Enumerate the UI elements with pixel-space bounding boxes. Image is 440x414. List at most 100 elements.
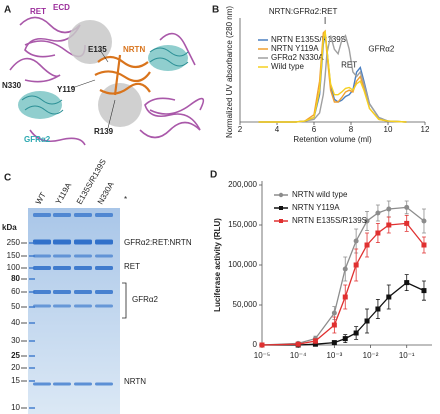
series-line: [261, 206, 425, 346]
panel-label: D: [210, 170, 217, 181]
ladder-label: 25: [11, 351, 20, 360]
ladder-band: [29, 291, 35, 293]
ret-label: RET: [30, 7, 46, 16]
gel-band: [33, 239, 51, 245]
x-tick-label: 10⁻³: [326, 351, 342, 360]
data-point: [342, 294, 348, 300]
gel-band: [74, 213, 92, 217]
data-point: [364, 218, 370, 224]
ladder-band: [29, 407, 35, 409]
gel-band: [74, 382, 92, 386]
x-tick-label: 10: [384, 125, 393, 134]
gel-bands: [29, 213, 113, 409]
y-tick-label: 100,000: [228, 260, 257, 269]
residue-label: E135: [88, 45, 107, 54]
gel-band: [74, 239, 92, 245]
legend-label: GFRα2 N330A: [271, 53, 324, 62]
data-point: [404, 220, 410, 226]
gel-annotation: RET: [124, 262, 140, 271]
gel-band: [53, 239, 71, 245]
legend-label: NRTN E135S/R139S: [292, 216, 367, 225]
gel-annotation: GFRα2: [132, 295, 159, 304]
residue-label: Y119: [57, 85, 76, 94]
ladder-label: 100: [7, 263, 21, 272]
data-point: [421, 242, 427, 248]
ret-superscript: ECD: [53, 3, 70, 12]
lane-label: Y119A: [54, 181, 74, 206]
kda-label: kDa: [2, 223, 17, 232]
ladder-label: 40: [11, 318, 20, 327]
ladder-label: 15: [11, 376, 20, 385]
data-point: [331, 322, 337, 328]
data-point: [421, 288, 427, 294]
gel-band: [95, 254, 113, 258]
data-point: [331, 310, 337, 316]
data-point: [342, 336, 348, 342]
nrtn-label: NRTN: [123, 45, 145, 54]
data-point: [342, 266, 348, 272]
gel-band: [53, 290, 71, 294]
legend-marker: [279, 219, 283, 223]
gel-band: [33, 213, 51, 217]
lane-label: N330A: [96, 180, 116, 206]
gel-band: [74, 254, 92, 258]
annotation: GFRα2: [368, 44, 395, 53]
data-point: [421, 218, 427, 224]
ladder-band: [29, 367, 35, 369]
y-axis-label: Luciferase activity (RLU): [213, 218, 222, 312]
gel-band: [33, 290, 51, 294]
ladder-label: 20: [11, 363, 20, 372]
data-point: [404, 204, 410, 210]
gel-band: [33, 266, 51, 270]
series-line: [261, 222, 425, 346]
x-tick-label: 6: [312, 125, 317, 134]
ladder-label: 250: [7, 238, 21, 247]
gel-band: [74, 266, 92, 270]
ladder-label: 50: [11, 302, 20, 311]
residue-label: N330: [2, 81, 22, 90]
panel-label: C: [4, 173, 11, 184]
data-point: [404, 280, 410, 286]
ladder-label: 150: [7, 251, 21, 260]
data-point: [312, 341, 318, 347]
ladder-label: 60: [11, 287, 20, 296]
ladder-band: [29, 380, 35, 382]
ladder-band: [29, 306, 35, 308]
ladder-band: [29, 255, 35, 257]
gfra2-label: GFRα2: [24, 135, 51, 144]
residue-label: R139: [94, 127, 114, 136]
lane-label: WT: [34, 191, 48, 206]
gel-band: [95, 304, 113, 308]
gel-annotation: NRTN: [124, 377, 146, 386]
x-tick-label: 12: [421, 125, 430, 134]
gel-band: [53, 266, 71, 270]
panel-label: B: [212, 5, 219, 16]
gel-band: [53, 382, 71, 386]
structure-cartoon: [9, 16, 205, 146]
legend-label: Wild type: [271, 62, 304, 71]
data-point: [353, 238, 359, 244]
panel-label: A: [4, 5, 11, 16]
y-axis-label: Normalized UV absorbance (280 nm): [225, 6, 234, 138]
ladder-label: 80: [11, 274, 20, 283]
gel-band: [74, 290, 92, 294]
gel-band: [95, 290, 113, 294]
ladder-band: [29, 322, 35, 324]
gel-band: [95, 213, 113, 217]
ladder-band: [29, 340, 35, 342]
data-point: [386, 294, 392, 300]
x-axis-label: Retention volume (ml): [293, 135, 372, 144]
y-tick-label: 50,000: [233, 300, 258, 309]
gel-band: [33, 254, 51, 258]
annotation: RET: [341, 61, 357, 70]
data-point: [331, 340, 337, 346]
ladder-band: [29, 355, 35, 357]
data-point: [375, 210, 381, 216]
gel-band: [33, 382, 51, 386]
legend-label: NRTN wild type: [292, 190, 348, 199]
ladder-band: [29, 278, 35, 280]
x-tick-label: 10⁻¹: [399, 351, 415, 360]
gel-annotation: GFRα2:RET:NRTN: [124, 238, 192, 247]
data-point: [364, 318, 370, 324]
